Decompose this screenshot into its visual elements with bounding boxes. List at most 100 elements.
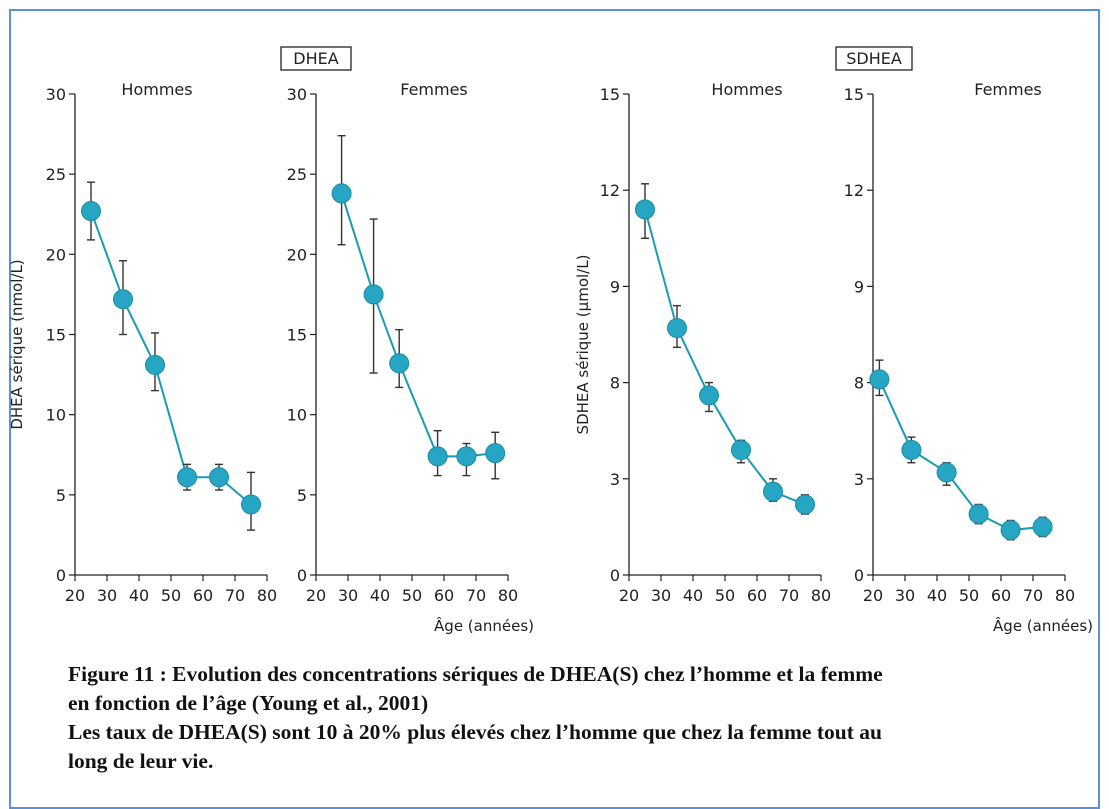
data-point [81,201,101,222]
y-tick-label: 25 [287,165,307,184]
panel-title: Femmes [974,80,1042,99]
group-label-box-dhea [280,46,352,71]
data-point [363,284,384,305]
x-tick-label: 80 [811,586,831,605]
data-point [177,467,197,488]
series-line [90,210,252,506]
data-point [241,494,261,515]
x-tick-label: 30 [338,586,358,605]
y-tick-label: 0 [610,566,620,585]
x-tick-label: 80 [1055,586,1075,605]
x-tick-label: 70 [779,586,799,605]
caption-line-4: long de leur vie. [68,749,214,773]
x-tick-label: 60 [747,586,767,605]
chart-panel-1: 0 5 10 15 20 25 30 20 30 40 50 60 70 80 Hommes DHEA sér… [8,80,277,605]
y-tick-label: 8 [610,374,620,393]
x-tick-label: 80 [257,586,277,605]
data-point [901,439,922,460]
y-tick-label: 10 [287,406,307,425]
y-tick-label: 25 [46,165,66,184]
data-point [113,289,133,310]
y-axis-title: SDHEA sérique (µmol/L) [574,255,592,435]
x-tick-label: 30 [651,586,671,605]
x-tick-label: 50 [959,586,979,605]
y-tick-label: 5 [56,486,66,505]
y-tick-label: 12 [844,181,864,200]
x-tick-label: 70 [225,586,245,605]
caption-line-1: Figure 11 : Evolution des concentrations… [68,662,883,686]
caption-line-3: Les taux de DHEA(S) sont 10 à 20% plus é… [68,720,882,744]
data-point [763,481,783,502]
data-point [869,369,890,390]
x-tick-label: 30 [97,586,117,605]
x-tick-label: 20 [619,586,639,605]
group-label-sdhea: SDHEA [846,49,902,68]
x-tick-label: 80 [498,586,518,605]
y-tick-label: 9 [854,277,864,296]
y-tick-label: 8 [854,374,864,393]
y-tick-label: 10 [46,406,66,425]
data-point [456,446,477,467]
caption-line-2: en fonction de l’âge (Young et al., 2001… [68,691,429,715]
x-tick-label: 70 [466,586,486,605]
x-tick-label: 20 [306,586,326,605]
y-tick-label: 12 [600,181,620,200]
x-tick-label: 40 [683,586,703,605]
chart-panel-4: 0 3 8 9 12 15 20 30 40 50 60 70 80 Femmes Âge (années) [844,80,1093,635]
group-header-sdhea: SDHEA [835,46,913,71]
x-tick-label: 30 [895,586,915,605]
x-tick-label: 20 [863,586,883,605]
panel-title: Hommes [121,80,192,99]
x-tick-label: 50 [715,586,735,605]
group-label-box-sdhea [835,46,913,71]
data-point [968,504,989,525]
y-tick-label: 3 [854,470,864,489]
x-axis-title: Âge (années) [434,616,534,635]
data-point [635,199,655,220]
x-axis-title: Âge (années) [993,616,1093,635]
panel-title: Hommes [711,80,782,99]
data-point [731,439,751,460]
data-point [485,443,506,464]
y-tick-label: 30 [46,85,66,104]
series-line [644,209,806,506]
x-tick-label: 40 [927,586,947,605]
panel-title: Femmes [400,80,468,99]
data-point [667,318,687,339]
chart-panel-2: 0 5 10 15 20 25 30 20 30 40 50 60 70 80 Femmes Âge (ann… [287,80,534,635]
group-label-dhea: DHEA [293,49,338,68]
y-axis-title: DHEA sérique (nmol/L) [8,259,26,429]
data-point [1032,516,1053,537]
y-tick-label: 5 [297,486,307,505]
y-tick-label: 20 [46,245,66,264]
y-tick-label: 15 [46,326,66,345]
chart-panel-3: 0 3 8 9 12 15 20 30 40 50 60 70 80 Hommes SDHEA sériqu… [574,80,831,605]
series-line [340,193,496,458]
group-header-dhea: DHEA [280,46,352,71]
x-tick-label: 60 [991,586,1011,605]
y-tick-label: 3 [610,470,620,489]
data-point [795,494,815,515]
x-tick-label: 40 [129,586,149,605]
data-point [389,353,410,374]
y-tick-label: 15 [600,85,620,104]
y-tick-label: 0 [297,566,307,585]
x-tick-label: 20 [65,586,85,605]
x-tick-label: 50 [161,586,181,605]
x-tick-label: 70 [1023,586,1043,605]
y-tick-label: 30 [287,85,307,104]
y-tick-label: 15 [287,326,307,345]
x-tick-label: 40 [370,586,390,605]
y-tick-label: 9 [610,277,620,296]
x-tick-label: 50 [402,586,422,605]
x-tick-label: 60 [434,586,454,605]
data-point [699,385,719,406]
data-point [209,467,229,488]
data-point [1000,520,1021,541]
y-tick-label: 20 [287,245,307,264]
data-point [331,183,352,204]
y-tick-label: 15 [844,85,864,104]
data-point [936,462,957,483]
